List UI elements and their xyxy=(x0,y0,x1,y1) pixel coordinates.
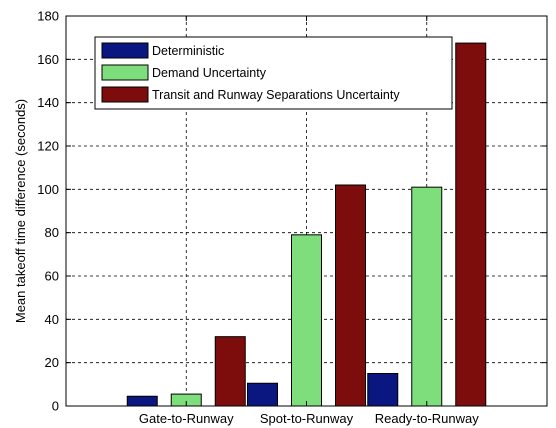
legend-swatch xyxy=(101,86,149,103)
y-tick-label: 180 xyxy=(37,9,59,24)
bar xyxy=(455,42,487,407)
bar xyxy=(247,382,278,407)
bar xyxy=(291,234,322,407)
y-tick-label: 100 xyxy=(37,182,59,197)
y-tick-label: 20 xyxy=(45,355,59,370)
bar xyxy=(335,184,366,407)
x-tick-label: Ready-to-Runway xyxy=(375,411,480,426)
legend-label: Transit and Runway Separations Uncertain… xyxy=(152,88,400,102)
y-tick-label: 80 xyxy=(45,225,59,240)
x-tick-label: Spot-to-Runway xyxy=(260,411,354,426)
x-axis-ticks: Gate-to-Runway Spot-to-Runway Ready-to-Run… xyxy=(139,16,479,426)
bar xyxy=(126,395,158,407)
y-axis-ticks: 0 20 40 60 80 100 120 140 160 180 xyxy=(37,9,547,414)
bar xyxy=(214,336,246,407)
legend-swatch xyxy=(101,42,149,59)
y-tick-label: 120 xyxy=(37,139,59,154)
y-tick-label: 60 xyxy=(45,269,59,284)
y-tick-label: 40 xyxy=(45,312,59,327)
legend: Deterministic Demand Uncertainty Transit a… xyxy=(94,36,453,110)
legend-swatch xyxy=(101,64,149,81)
legend-label: Demand Uncertainty xyxy=(152,66,267,80)
bar xyxy=(367,373,399,407)
legend-box xyxy=(94,36,453,110)
bar xyxy=(411,186,443,407)
y-tick-label: 0 xyxy=(52,399,59,414)
bars xyxy=(126,42,487,407)
y-tick-label: 140 xyxy=(37,95,59,110)
y-axis-label: Mean takeoff time difference (seconds) xyxy=(13,99,28,323)
legend-label: Deterministic xyxy=(152,44,224,58)
x-tick-label: Gate-to-Runway xyxy=(139,411,234,426)
y-tick-label: 160 xyxy=(37,52,59,67)
